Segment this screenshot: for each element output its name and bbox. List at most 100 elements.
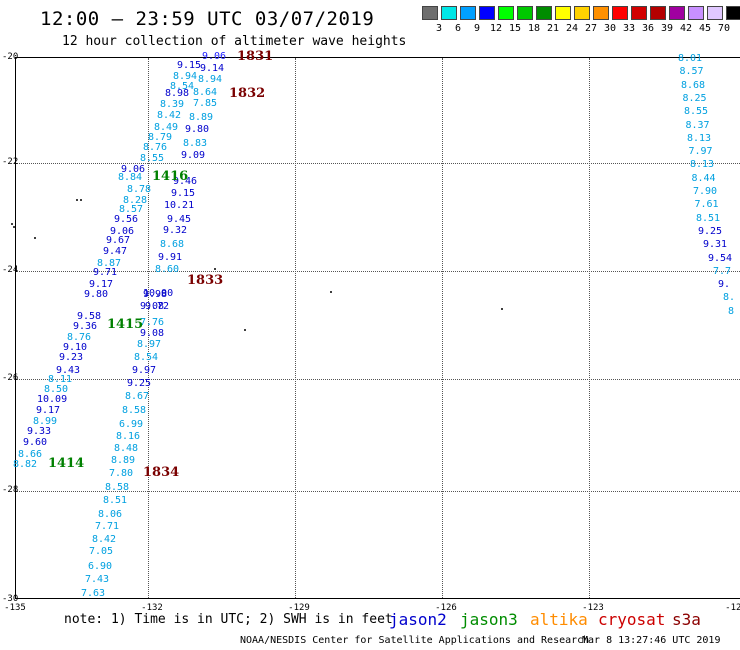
wave-height-label: 9.54: [708, 252, 733, 264]
pass-time-label: 1416: [152, 169, 189, 184]
color-swatch: [536, 6, 552, 20]
color-swatch: [688, 6, 704, 20]
latitude-label: -20: [2, 52, 19, 62]
satellite-name: altika: [530, 610, 588, 629]
wave-height-label: 8.13: [690, 159, 715, 171]
wave-height-label: 9.56: [114, 214, 139, 225]
latitude-label: -30: [2, 594, 19, 604]
color-scale-tick: 70: [717, 23, 731, 34]
color-scale-tick: 45: [698, 23, 712, 34]
wave-height-label: 9.15: [177, 60, 202, 71]
longitude-label: -132: [141, 603, 163, 613]
wave-height-label: 8.83: [183, 138, 208, 149]
longitude-label: -129: [288, 603, 310, 613]
wave-height-label: 9.06: [110, 226, 135, 237]
wave-height-label: 8.66: [18, 449, 43, 460]
pass-time-label: 1833: [187, 273, 224, 288]
pass-time-label: 1415: [107, 317, 144, 332]
wave-height-label: 9.46: [173, 176, 198, 187]
wave-height-label: 8.48: [114, 443, 139, 454]
satellite-name: cryosat: [598, 610, 666, 629]
wave-height-label: 9.33: [27, 426, 52, 437]
color-scale-tick: 30: [603, 23, 617, 34]
wave-height-label: 9.97: [132, 365, 157, 376]
wave-height-label: 8.51: [696, 212, 721, 224]
latitude-gridline: [16, 379, 740, 380]
wave-height-label: 6.90: [88, 561, 113, 572]
wave-height-label: 9.43: [56, 365, 81, 376]
wave-height-label: 8.58: [105, 482, 130, 493]
wave-height-label: 8.51: [103, 495, 128, 506]
color-scale-tick: 21: [546, 23, 560, 34]
wave-height-label: 9.08: [140, 328, 165, 339]
wave-height-label: 8.42: [92, 534, 117, 545]
island-dot: [244, 329, 246, 331]
latitude-label: -24: [2, 265, 19, 275]
wave-height-label: 9.10: [63, 342, 88, 353]
wave-height-label: 8.54: [170, 81, 195, 92]
latitude-gridline: [16, 163, 740, 164]
wave-height-label: 9.06: [202, 51, 227, 62]
wave-height-label: 8.25: [682, 92, 707, 104]
island-dot: [11, 223, 13, 225]
credit-text: NOAA/NESDIS Center for Satellite Applica…: [240, 635, 590, 646]
wave-height-label: 8: [728, 305, 735, 317]
wave-height-label: 9.71: [93, 267, 118, 278]
wave-height-label: 7.05: [89, 546, 114, 557]
wave-height-label: 8.89: [189, 112, 214, 123]
wave-height-label: 8.79: [148, 132, 173, 143]
wave-height-label: 7.71: [95, 521, 120, 532]
longitude-gridline: [295, 58, 296, 598]
island-dot: [76, 199, 78, 201]
wave-height-label: 8.57: [679, 66, 704, 78]
wave-height-label: 8.78: [127, 184, 152, 195]
map-title: 12:00 — 23:59 UTC 03/07/2019: [40, 8, 375, 30]
wave-height-label: 7.61: [694, 199, 719, 211]
color-swatch: [612, 6, 628, 20]
island-dot: [214, 268, 216, 270]
color-scale-tick: 18: [527, 23, 541, 34]
wave-height-label: 9.58: [77, 311, 102, 322]
wave-height-label: 8.87: [97, 258, 122, 269]
longitude-gridline: [442, 58, 443, 598]
wave-height-label: 9.31: [703, 239, 728, 251]
wave-height-label: 8.94: [173, 71, 198, 82]
color-swatch: [650, 6, 666, 20]
map-subtitle: 12 hour collection of altimeter wave hei…: [62, 34, 407, 49]
wave-height-label: 8.98: [165, 88, 190, 99]
wave-height-label: 8.44: [691, 172, 716, 184]
island-dot: [501, 308, 503, 310]
wave-height-label: 7.97: [688, 146, 713, 158]
wave-height-label: 9.45: [167, 214, 192, 225]
pass-time-label: 1834: [143, 465, 180, 480]
wave-height-label: 7.80: [109, 468, 134, 479]
wave-height-label: 7.63: [81, 588, 106, 599]
wave-height-label: 8.11: [48, 374, 73, 385]
wave-height-label: 9.67: [106, 235, 131, 246]
latitude-label: -22: [2, 157, 19, 167]
color-swatch: [669, 6, 685, 20]
wave-height-label: 9.91: [158, 252, 183, 263]
wave-height-label: 9.15: [171, 188, 196, 199]
color-swatch: [498, 6, 514, 20]
color-swatch: [593, 6, 609, 20]
island-dot: [330, 291, 332, 293]
longitude-label: -123: [582, 603, 604, 613]
wave-height-label: 8.50: [44, 384, 69, 395]
wave-height-label: 9.06: [121, 164, 146, 175]
wave-height-label: 7.76: [140, 317, 165, 328]
color-scale-tick: 24: [565, 23, 579, 34]
pass-time-label: 1414: [48, 456, 85, 471]
color-swatch: [517, 6, 533, 20]
color-scale-tick: 27: [584, 23, 598, 34]
pass-time-label: 1831: [237, 49, 274, 64]
wave-height-label: 9.08: [140, 301, 165, 312]
wave-height-label: 8.37: [685, 119, 710, 131]
generation-timestamp: Mar 8 13:27:46 UTC 2019: [582, 635, 721, 646]
wave-height-label: 10.00: [143, 288, 174, 299]
wave-height-label: 8.76: [143, 142, 168, 153]
longitude-gridline: [589, 58, 590, 598]
latitude-label: -26: [2, 373, 19, 383]
wave-height-label: 9.: [718, 279, 731, 291]
wave-height-label: 9.17: [89, 279, 114, 290]
